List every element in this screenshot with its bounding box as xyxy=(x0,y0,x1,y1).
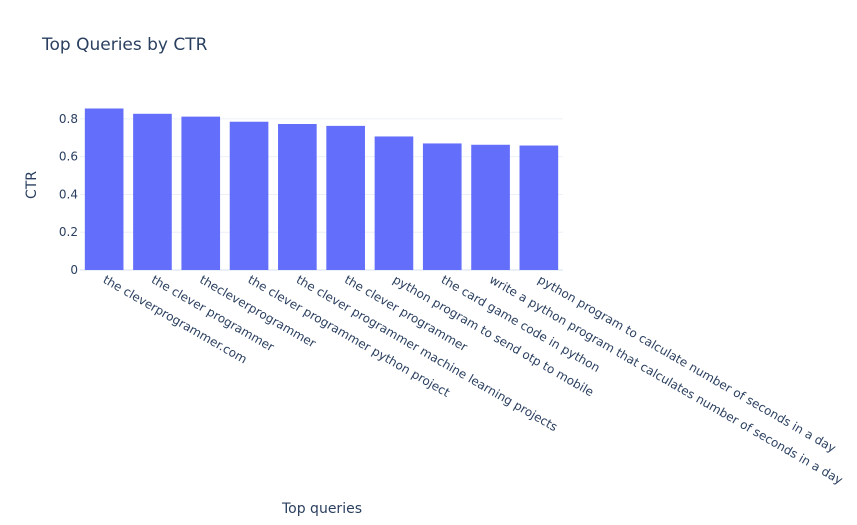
y-axis-title: CTR xyxy=(24,171,40,199)
bar[interactable] xyxy=(422,143,462,270)
bar[interactable] xyxy=(326,125,365,270)
bar[interactable] xyxy=(229,121,269,270)
y-tick-label: 0.4 xyxy=(59,187,78,201)
bar[interactable] xyxy=(471,144,510,270)
bar[interactable] xyxy=(84,108,124,271)
y-tick-label: 0.6 xyxy=(59,150,78,164)
chart-title: Top Queries by CTR xyxy=(41,35,208,55)
bar[interactable] xyxy=(278,123,317,270)
x-axis-title: Top queries xyxy=(281,501,362,517)
x-tick-label: write a python program that calculates n… xyxy=(487,272,845,487)
bar[interactable] xyxy=(133,113,172,271)
bars xyxy=(84,108,559,271)
y-tick-labels: 0 0.2 0.4 0.6 0.8 xyxy=(59,112,78,277)
y-tick-label: 0.8 xyxy=(59,112,78,126)
bar[interactable] xyxy=(374,136,414,270)
bar[interactable] xyxy=(181,116,221,270)
y-tick-label: 0 xyxy=(70,263,78,277)
bar[interactable] xyxy=(519,145,559,270)
y-tick-label: 0.2 xyxy=(59,225,78,239)
